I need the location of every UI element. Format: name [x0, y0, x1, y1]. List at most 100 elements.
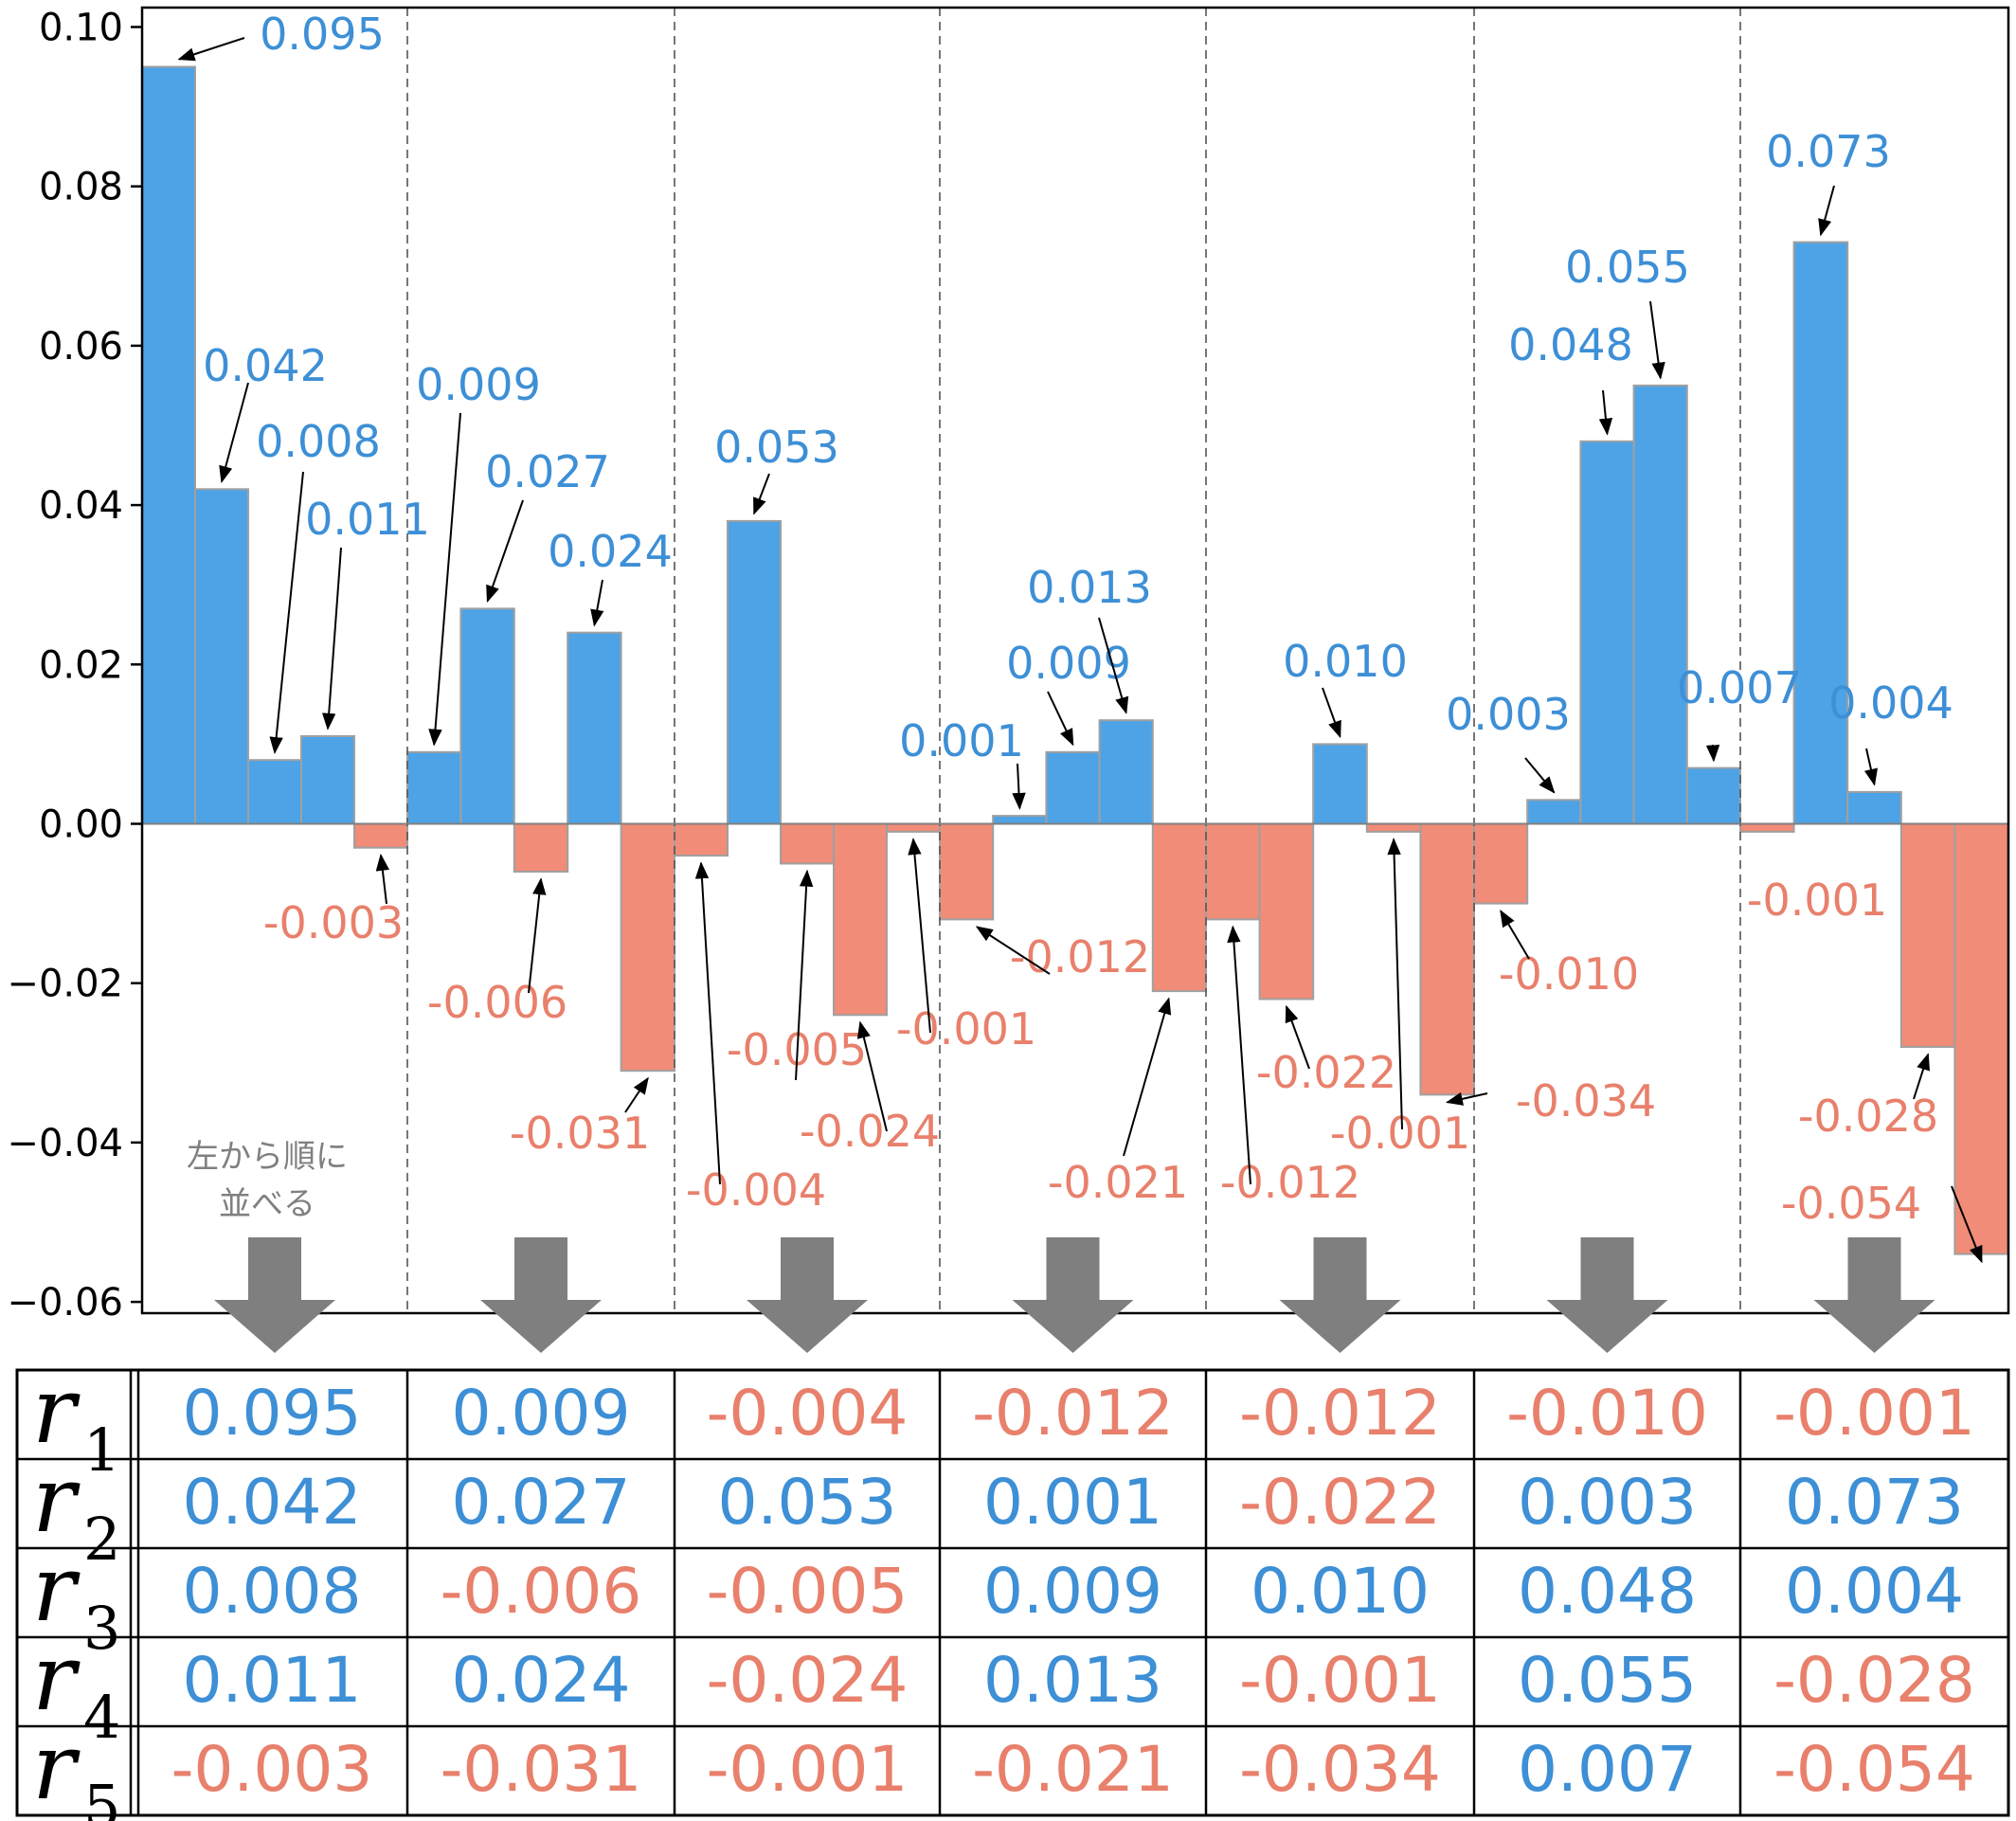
row-label-var: r — [32, 1714, 81, 1820]
bar-value-label: 0.048 — [1508, 319, 1633, 370]
annotation-arrow — [908, 838, 931, 1034]
bar — [1045, 750, 1101, 825]
table-cell: 0.007 — [1518, 1733, 1697, 1806]
bar — [1473, 822, 1529, 905]
bar — [1739, 822, 1795, 833]
bar — [406, 750, 462, 825]
table-cell: -0.004 — [707, 1377, 909, 1450]
bar — [1632, 384, 1688, 825]
down-arrow-icon — [214, 1237, 335, 1353]
annotation-arrow — [1012, 763, 1026, 810]
y-tick-label: 0.00 — [39, 803, 123, 847]
row-label-var: r — [32, 1358, 81, 1464]
y-tick-label: −0.06 — [7, 1281, 123, 1325]
table-cell: -0.031 — [441, 1733, 642, 1806]
annotation-arrow — [1649, 300, 1665, 380]
annotation-arrow — [1227, 925, 1251, 1185]
y-tick-label: −0.04 — [7, 1122, 123, 1165]
annotation-arrow — [795, 869, 814, 1081]
down-arrow-icon — [480, 1237, 602, 1353]
table-cell: -0.028 — [1773, 1644, 1975, 1717]
row-label-sub: 1 — [83, 1415, 120, 1485]
table-cell: -0.001 — [707, 1733, 909, 1806]
bar — [1899, 822, 1956, 1048]
bar-value-label: -0.001 — [1330, 1108, 1470, 1159]
annotation-arrow — [1123, 997, 1172, 1157]
annotation-arrow — [975, 926, 1051, 975]
bar — [1365, 822, 1422, 833]
bar-value-label: -0.021 — [1048, 1157, 1188, 1208]
bar — [1312, 743, 1368, 825]
table-cell: -0.003 — [171, 1733, 373, 1806]
table-cell: 0.009 — [452, 1377, 631, 1450]
bar — [247, 759, 302, 825]
order-note-line: 並べる — [219, 1185, 315, 1223]
bar-value-label: 0.009 — [1006, 638, 1131, 689]
bar — [141, 65, 196, 825]
bar-value-label: 0.008 — [256, 416, 381, 467]
bar-value-label: -0.034 — [1516, 1075, 1656, 1127]
annotation-arrow — [624, 1076, 649, 1113]
y-tick-label: 0.10 — [39, 7, 123, 50]
bar — [1579, 440, 1635, 825]
value-table: r 1r 2r 3r 4r 50.095 0.009 -0.004 -0.012 -0.012 -0… — [15, 1358, 2010, 1821]
bar — [1792, 241, 1849, 825]
annotation-arrow — [1524, 757, 1556, 794]
row-label-var: r — [32, 1536, 81, 1642]
bar — [194, 488, 249, 825]
annotation-arrow — [1500, 910, 1530, 960]
bar-value-label: -0.001 — [896, 1003, 1036, 1055]
bar-value-label: 0.004 — [1828, 677, 1953, 729]
table-cell: 0.053 — [718, 1466, 897, 1539]
table-cell: 0.055 — [1518, 1644, 1697, 1717]
annotation-arrow — [177, 37, 245, 62]
bar-value-label: -0.012 — [1220, 1157, 1360, 1208]
table-cell: -0.012 — [1239, 1377, 1441, 1450]
bar — [1846, 790, 1902, 825]
annotation-arrow — [219, 382, 249, 484]
bar — [886, 822, 941, 833]
bar — [1953, 822, 2009, 1255]
table-cell: -0.024 — [707, 1644, 909, 1717]
bar — [567, 631, 622, 825]
bar — [1098, 719, 1154, 825]
bar-value-label: -0.031 — [510, 1108, 650, 1159]
table-cell: 0.010 — [1251, 1555, 1430, 1628]
bar-value-label: 0.073 — [1766, 126, 1891, 177]
table-cell: 0.013 — [983, 1644, 1162, 1717]
annotation-arrow — [269, 471, 304, 754]
annotation-arrow — [1951, 1185, 1983, 1264]
table-cell: -0.010 — [1506, 1377, 1708, 1450]
table-cell: 0.073 — [1785, 1466, 1964, 1539]
bar — [300, 735, 355, 825]
y-tick-label: 0.04 — [39, 484, 123, 528]
table-cell: 0.011 — [183, 1644, 362, 1717]
bar — [780, 822, 835, 865]
bar — [1685, 766, 1742, 825]
annotation-arrow — [528, 877, 547, 994]
y-tick-label: 0.02 — [39, 643, 123, 687]
bar-value-label: -0.001 — [1747, 874, 1887, 926]
table-cell: 0.001 — [983, 1466, 1162, 1539]
y-tick-label: 0.06 — [39, 325, 123, 369]
bars-layer — [141, 65, 2009, 1255]
annotation-arrow — [428, 412, 461, 747]
table-border — [15, 1368, 2010, 1817]
bar-value-label: -0.022 — [1256, 1047, 1396, 1098]
bar-value-label: -0.010 — [1499, 948, 1639, 1000]
down-arrow-icon — [747, 1237, 868, 1353]
bar-value-label: 0.053 — [714, 422, 839, 473]
order-note-line: 左から順に — [187, 1138, 348, 1176]
bar-value-label: -0.024 — [800, 1106, 940, 1157]
annotation-arrow — [1818, 185, 1835, 237]
table-cell: -0.021 — [972, 1733, 1174, 1806]
row-label-sub: 4 — [83, 1683, 120, 1752]
row-label-sub: 5 — [83, 1772, 120, 1821]
bar-value-label: -0.028 — [1798, 1091, 1938, 1142]
bar-value-label: 0.011 — [305, 494, 430, 545]
table-cell: 0.004 — [1785, 1555, 1964, 1628]
bar — [513, 822, 569, 873]
row-label-sub: 3 — [83, 1594, 120, 1663]
annotation-arrow — [856, 1020, 888, 1132]
